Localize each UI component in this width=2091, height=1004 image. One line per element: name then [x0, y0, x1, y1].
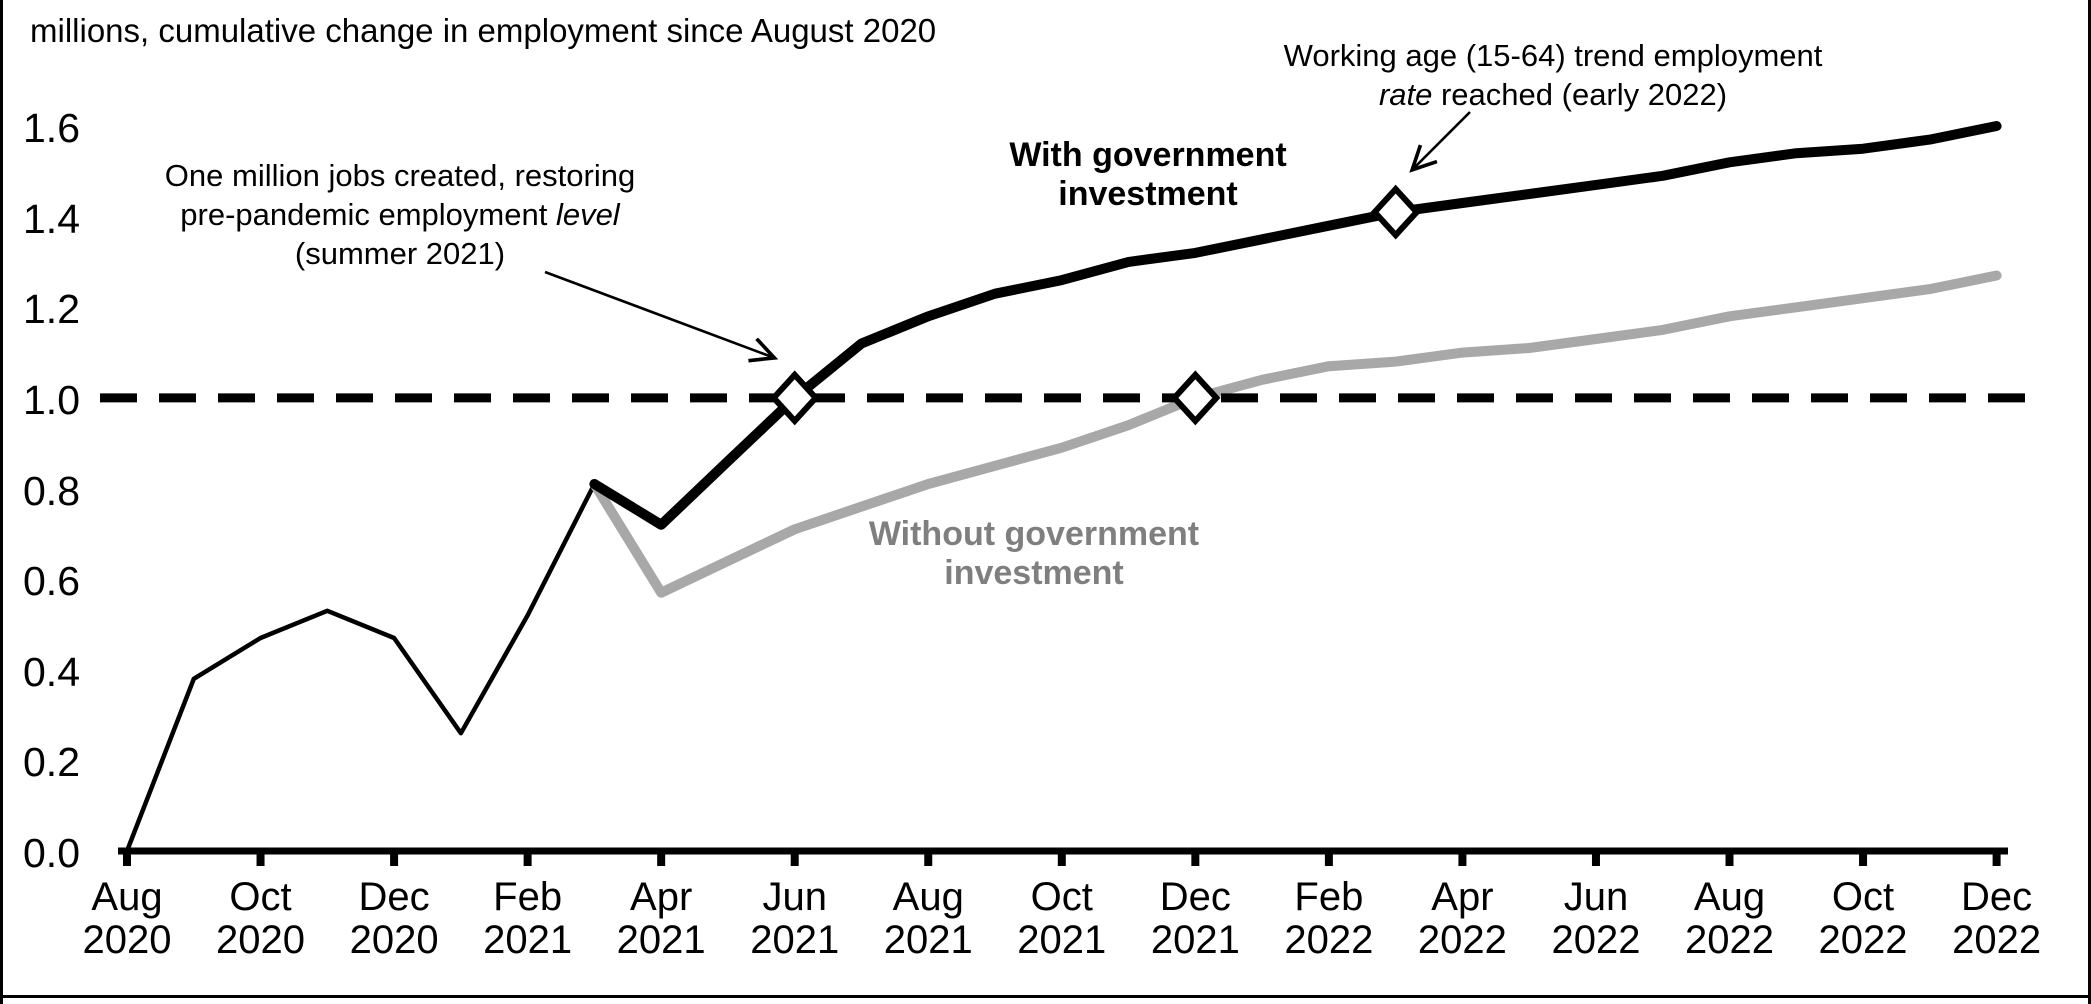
series-label-line: With government — [1009, 136, 1287, 174]
y-axis-label: 0.0 — [23, 830, 80, 876]
x-axis-label: Feb 2021 — [453, 876, 603, 962]
x-axis-label: Apr 2021 — [586, 876, 736, 962]
x-axis-label-line: 2021 — [616, 918, 706, 962]
x-axis-label-line: Aug — [892, 875, 964, 919]
x-axis-label-line: 2022 — [1952, 918, 2042, 962]
x-axis-label: Jun 2022 — [1521, 876, 1671, 962]
x-axis-label-line: Jun — [762, 875, 827, 919]
annotation-arrow — [1414, 111, 1471, 168]
milestone-marker — [1170, 370, 1221, 426]
x-axis-label-line: 2022 — [1818, 918, 1908, 962]
x-axis-label-line: Feb — [1294, 875, 1364, 919]
x-axis-label-line: Aug — [1693, 875, 1766, 919]
x-axis-label-line: Aug — [91, 875, 163, 919]
x-axis-label-line: 2022 — [1284, 918, 1374, 962]
y-axis-label: 1.2 — [23, 286, 80, 333]
x-axis-label: Apr 2022 — [1387, 876, 1537, 962]
x-axis-label-line: Jun — [1563, 875, 1629, 919]
series-label-line: investment — [1058, 175, 1238, 213]
annotation-text: pre-pandemic employment — [180, 197, 548, 232]
x-axis-label: Oct 2021 — [987, 876, 1137, 962]
x-axis-label-line: 2021 — [1150, 918, 1240, 962]
with-investment-line — [589, 121, 2002, 530]
y-axis-label: 0.2 — [23, 739, 80, 786]
x-axis-label-line: 2022 — [1685, 918, 1774, 962]
with-investment-label: With government investment — [998, 136, 1298, 214]
x-axis-label-line: 2022 — [1551, 918, 1641, 962]
x-axis-label: Oct 2022 — [1788, 876, 1938, 962]
x-axis-label: Oct 2020 — [186, 876, 336, 962]
x-axis-label: Dec 2020 — [319, 876, 469, 962]
series-label-line: investment — [944, 554, 1124, 592]
page-border-right — [2088, 0, 2091, 1004]
chart-title: millions, cumulative change in employmen… — [30, 12, 937, 49]
annotation-one-million-jobs: One million jobs created, restoring pre-… — [110, 156, 690, 273]
x-axis-label-line: 2020 — [349, 918, 439, 962]
milestone-marker — [1370, 184, 1421, 240]
without-investment-line — [589, 270, 2002, 598]
annotation-line-1: Working age (15-64) trend employment — [1258, 36, 1848, 75]
annotation-line-2: rate reached (early 2022) — [1258, 75, 1848, 114]
page-border-bottom — [0, 995, 2091, 998]
annotation-text: (summer 2021) — [294, 236, 506, 271]
x-axis-label-line: 2021 — [1017, 918, 1107, 962]
x-axis-label: Aug 2021 — [853, 876, 1003, 962]
without-investment-label: Without government investment — [854, 515, 1214, 593]
annotation-text-italic: level — [555, 197, 620, 232]
x-axis-label-line: Oct — [229, 875, 292, 919]
x-axis-label: Dec 2021 — [1120, 876, 1270, 962]
y-axis-label: 1.6 — [23, 105, 80, 151]
y-axis-label: 1.4 — [23, 195, 80, 242]
y-axis-label: 0.8 — [23, 467, 80, 514]
x-axis-label: Feb 2022 — [1254, 876, 1404, 962]
y-axis-label: 0.6 — [23, 558, 80, 605]
x-axis-label: Aug 2020 — [52, 876, 202, 962]
x-axis-label-line: Apr — [1431, 875, 1494, 919]
x-axis-label-line: 2021 — [750, 918, 840, 962]
x-axis-label-line: Apr — [630, 875, 693, 919]
x-axis-label-line: 2022 — [1417, 918, 1507, 962]
x-axis-label-line: Dec — [1159, 875, 1231, 919]
x-axis-label: Aug 2022 — [1655, 876, 1805, 962]
y-axis-label: 1.0 — [23, 376, 80, 423]
x-axis-label-line: Feb — [493, 875, 563, 919]
annotation-text: One million jobs created, restoring — [164, 158, 636, 193]
annotation-text: Working age (15-64) trend employment — [1283, 38, 1823, 73]
x-axis-label-line: 2020 — [82, 918, 172, 962]
x-axis-label: Dec 2022 — [1922, 876, 2072, 962]
annotation-text-italic: rate — [1378, 77, 1433, 112]
x-axis-label-line: 2020 — [216, 918, 306, 962]
annotation-line-2: pre-pandemic employment level — [110, 195, 690, 234]
annotation-line-3: (summer 2021) — [110, 234, 690, 273]
series-label-line: Without government — [868, 515, 1200, 553]
x-axis-label-line: 2021 — [483, 918, 573, 962]
annotation-trend-rate: Working age (15-64) trend employment rat… — [1258, 36, 1848, 114]
milestone-marker — [769, 370, 820, 426]
history-line — [124, 482, 597, 852]
annotation-arrow — [544, 270, 772, 357]
x-axis-label: Jun 2021 — [720, 876, 870, 962]
x-axis-label-line: Dec — [358, 875, 430, 919]
annotation-line-1: One million jobs created, restoring — [110, 156, 690, 195]
page-border-left — [0, 0, 3, 1004]
x-axis-label-line: Dec — [1961, 875, 2033, 919]
x-axis-label-line: Oct — [1831, 875, 1895, 919]
y-axis-label: 0.4 — [23, 648, 80, 695]
x-axis-label-line: 2021 — [883, 918, 973, 962]
x-axis-label-line: Oct — [1030, 875, 1093, 919]
annotation-text: reached (early 2022) — [1440, 77, 1728, 112]
